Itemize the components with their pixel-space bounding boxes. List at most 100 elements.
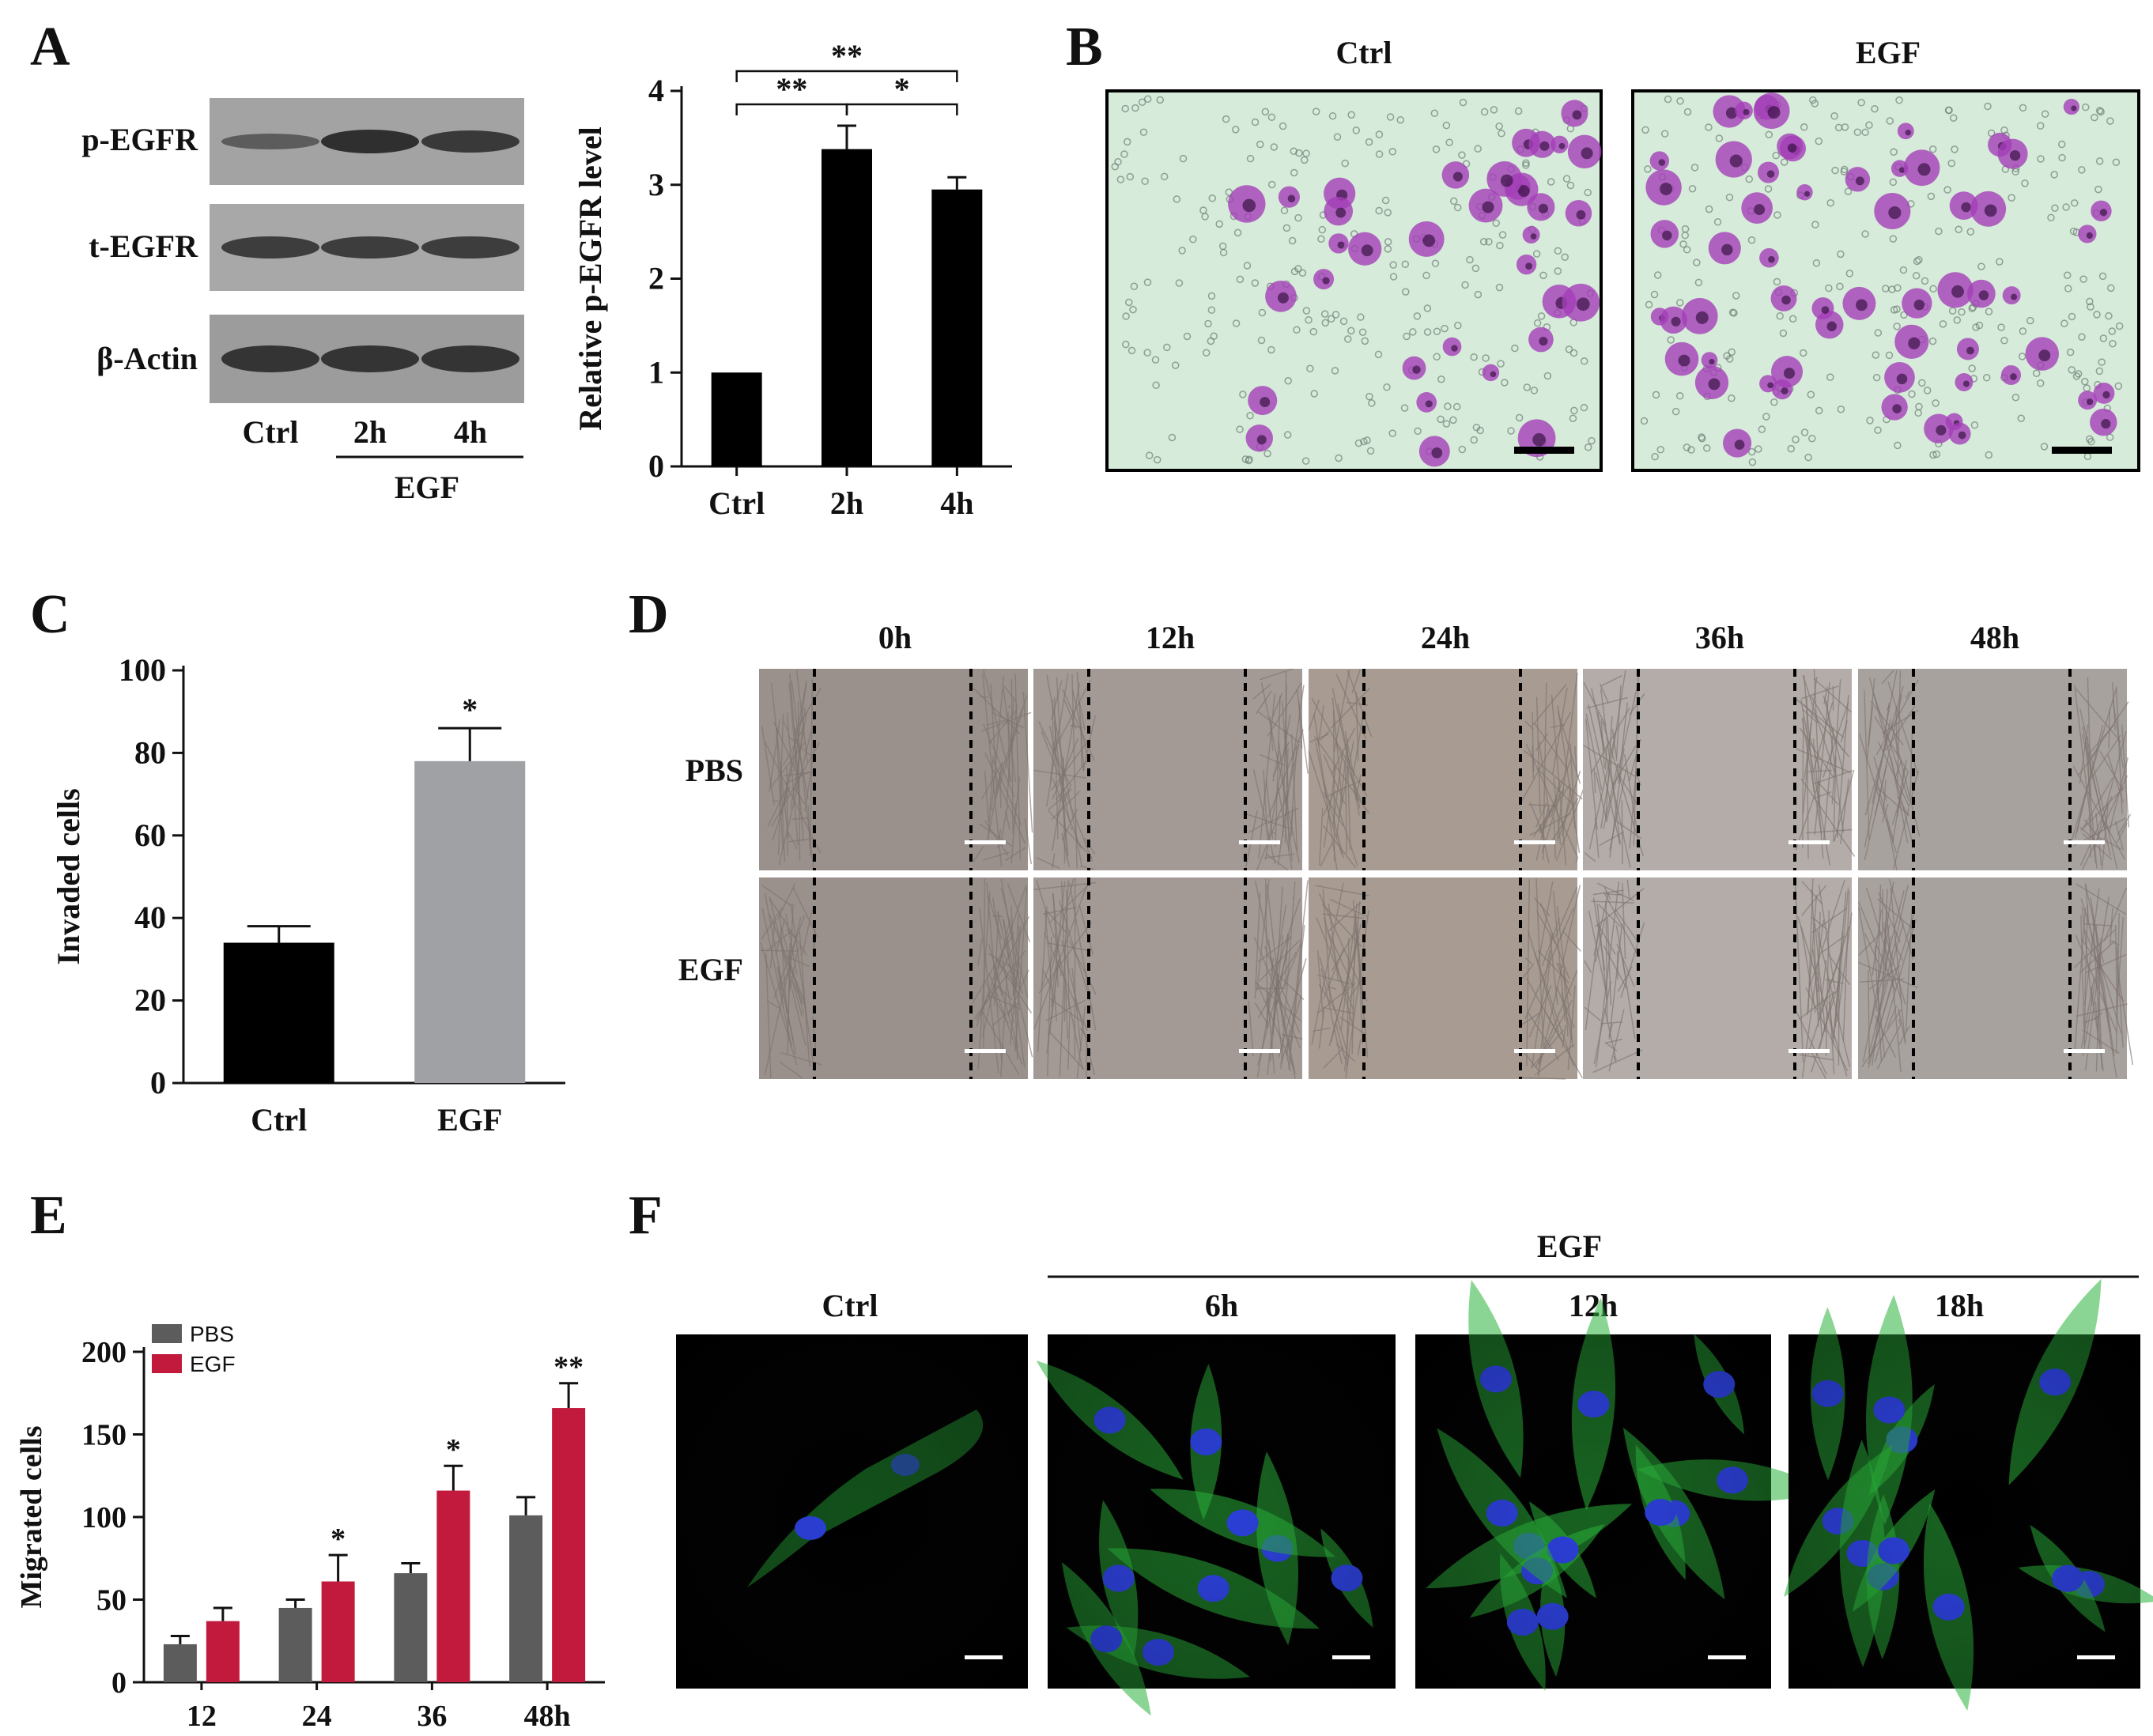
pore — [1358, 328, 1367, 336]
cell-texture — [1834, 769, 1855, 842]
pore — [1365, 138, 1373, 146]
cell-texture — [1624, 753, 1637, 827]
cell-texture — [1618, 702, 1629, 783]
pore — [1800, 428, 1809, 436]
cell-texture — [1801, 885, 1827, 916]
panel-letter-a: A — [30, 17, 70, 77]
cell-texture — [795, 687, 822, 733]
pore — [1396, 115, 1404, 124]
cell-texture — [1615, 925, 1626, 976]
pore — [1800, 123, 1808, 131]
cell-texture — [1858, 907, 1879, 1012]
cell-texture — [1801, 716, 1804, 848]
pore — [1683, 246, 1691, 254]
cell-texture — [1600, 674, 1622, 687]
cell-texture — [1560, 926, 1566, 938]
cell-texture — [1333, 670, 1350, 752]
pore — [1667, 336, 1675, 344]
cell-texture — [1324, 779, 1362, 798]
pore — [1830, 112, 1838, 120]
cell-texture — [2116, 946, 2124, 1048]
cell-nucleus — [1961, 202, 1971, 213]
pore — [2063, 271, 2072, 280]
panel-letter-e: E — [30, 1185, 67, 1246]
cell-texture — [1557, 705, 1581, 854]
cell-texture — [1836, 912, 1853, 1023]
cell-texture — [1071, 968, 1082, 1051]
lane-label-ctrl: Ctrl — [242, 414, 298, 450]
cell-texture — [1603, 1008, 1617, 1061]
pore — [1145, 451, 1154, 459]
y-tick-label: 50 — [96, 1584, 127, 1617]
cell-nucleus — [1856, 299, 1868, 311]
significance-bracket — [735, 70, 958, 82]
pore — [1175, 279, 1184, 287]
cell-texture — [979, 695, 989, 699]
cell-texture — [1269, 935, 1284, 1062]
pore — [1243, 262, 1252, 270]
x-tick-label: Ctrl — [251, 1102, 307, 1138]
cell-texture — [1591, 688, 1631, 868]
cell-texture — [2103, 887, 2128, 942]
pore — [1122, 340, 1130, 349]
cell-texture — [1290, 734, 1298, 851]
cell-texture — [994, 695, 1028, 802]
cell-texture — [2115, 686, 2123, 814]
cell-texture — [1802, 722, 1812, 814]
pore — [1423, 304, 1432, 312]
pore — [1302, 307, 1311, 315]
cell-texture — [2097, 955, 2117, 1078]
cell-texture — [1808, 734, 1822, 772]
cell-nucleus — [1451, 345, 1458, 352]
scratch-image — [1033, 669, 1302, 870]
blot-label-t-egfr: t-EGFR — [89, 228, 198, 264]
pore — [1815, 137, 1823, 145]
cell-texture — [1556, 672, 1578, 841]
legend-label-egf: EGF — [190, 1352, 236, 1376]
cell-texture — [1864, 764, 1887, 861]
bar-egf — [206, 1621, 240, 1682]
cell-texture — [1842, 890, 1850, 1042]
cell-texture — [1278, 975, 1305, 1000]
pore — [2097, 108, 2105, 116]
cell-texture — [1881, 923, 1906, 1006]
cell-texture — [779, 1061, 804, 1080]
pore — [1222, 115, 1230, 123]
pore — [1173, 195, 1181, 203]
pore — [1584, 443, 1592, 451]
cell-texture — [1024, 818, 1032, 865]
cell-nucleus — [1482, 201, 1494, 213]
x-tick-label: 48h — [524, 1700, 571, 1733]
cell-texture — [1037, 906, 1048, 1052]
bar — [414, 760, 526, 1083]
pore — [2064, 285, 2072, 292]
cell-texture — [1588, 704, 1621, 845]
pore — [1204, 319, 1212, 328]
pore — [1755, 445, 1762, 453]
cell-texture — [1078, 904, 1094, 956]
cell-nucleus — [1260, 397, 1271, 408]
x-tick-label: EGF — [437, 1102, 502, 1138]
cell-texture — [1607, 918, 1612, 1006]
pore — [1507, 427, 1515, 435]
cell-texture — [761, 885, 791, 907]
cell-texture — [1801, 718, 1822, 835]
cell-texture — [1870, 889, 1905, 1025]
pore — [1641, 126, 1649, 134]
cell-texture — [1007, 705, 1010, 709]
cell-nucleus — [1908, 337, 1921, 349]
image-vignette — [1789, 1334, 2140, 1689]
cell-texture — [1584, 1006, 1601, 1021]
cell-texture — [1905, 690, 1910, 700]
cell-texture — [1875, 679, 1919, 756]
cell-texture — [1800, 778, 1856, 857]
blot-band — [221, 345, 319, 372]
cell-nucleus — [1821, 306, 1830, 314]
pore — [1866, 417, 1874, 425]
cell-texture — [1822, 702, 1849, 778]
cell-texture — [2116, 822, 2128, 843]
pore — [1261, 108, 1270, 116]
pore — [1492, 219, 1500, 227]
pore — [1539, 271, 1547, 280]
pore — [1826, 198, 1834, 207]
